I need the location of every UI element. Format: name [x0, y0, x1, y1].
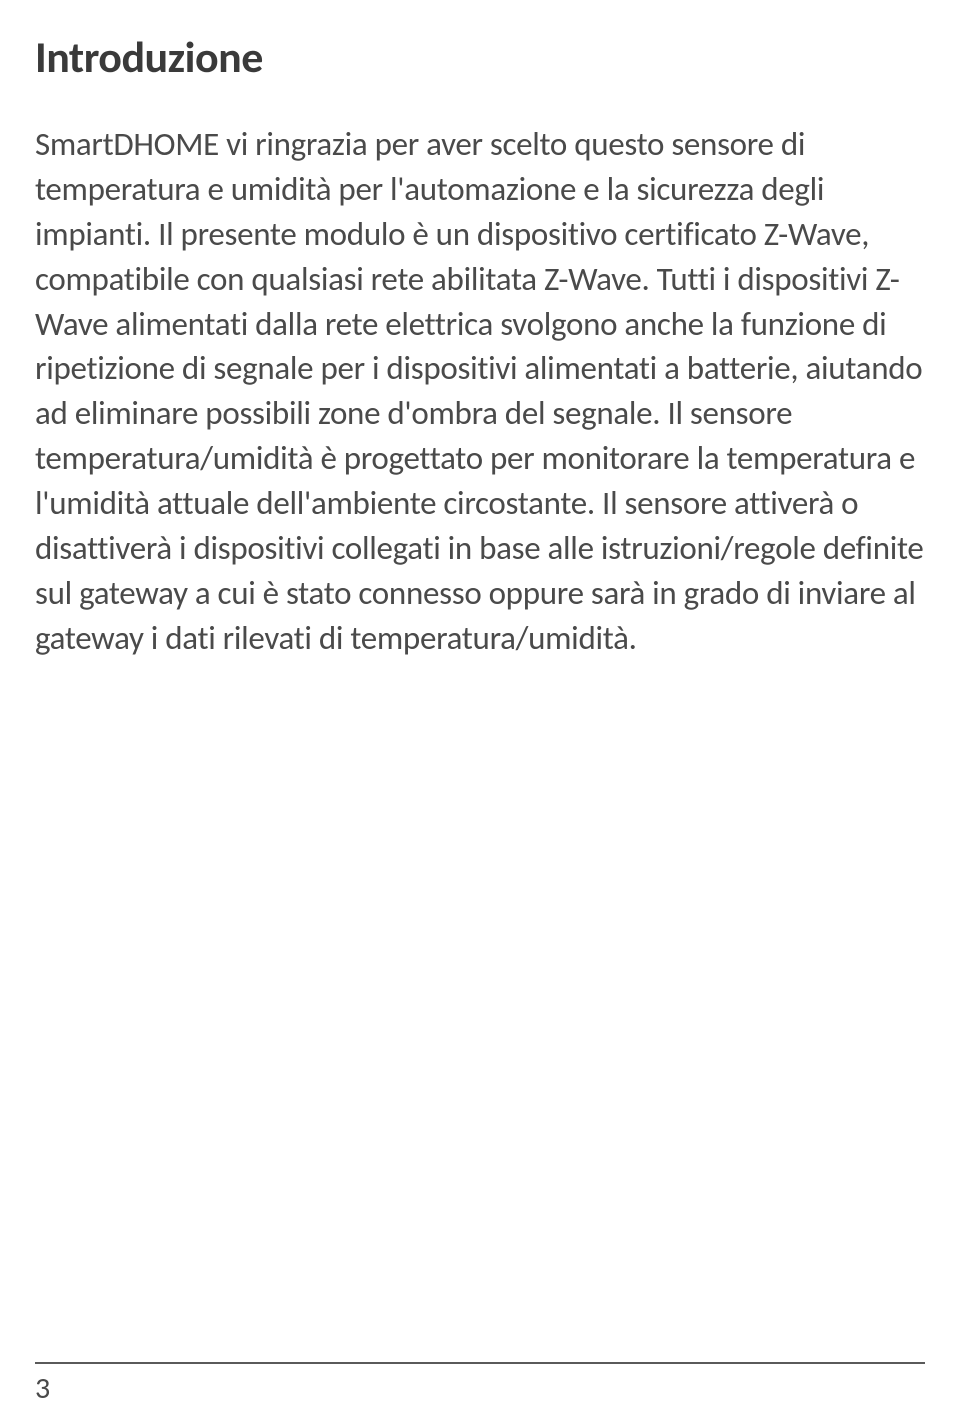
page-footer: 3: [35, 1362, 925, 1407]
body-paragraph: SmartDHOME vi ringrazia per aver scelto …: [35, 122, 925, 661]
section-heading: Introduzione: [35, 30, 925, 84]
page-number: 3: [35, 1370, 925, 1407]
footer-divider: [35, 1362, 925, 1364]
